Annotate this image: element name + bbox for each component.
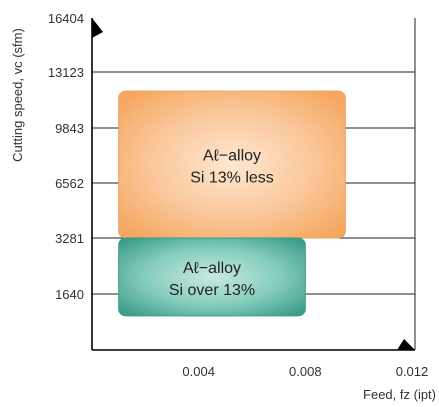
x-tick-labels: 0.004 0.008 0.012 xyxy=(182,364,428,379)
y-tick-label: 6562 xyxy=(55,176,84,191)
x-tick-label: 0.012 xyxy=(396,364,429,379)
region-label-line1: Aℓ−alloy xyxy=(203,148,261,165)
y-tick-labels: 16404 13123 9843 6562 3281 1640 xyxy=(48,11,84,302)
x-axis-title: Feed, fz (ipt) xyxy=(363,387,436,402)
y-axis-title: Cutting speed, vc (sfm) xyxy=(10,28,25,162)
region-label-line1: Aℓ−alloy xyxy=(183,260,241,277)
x-axis-arrow-icon xyxy=(397,339,415,350)
x-tick-label: 0.004 xyxy=(182,364,215,379)
region-label-line2: Si 13% less xyxy=(190,170,274,187)
y-axis-arrow-icon xyxy=(92,18,103,38)
y-tick-label: 13123 xyxy=(48,65,84,80)
y-tick-label: 1640 xyxy=(55,287,84,302)
regions: Aℓ−alloy Si 13% less Aℓ−alloy Si over 13% xyxy=(118,90,346,317)
x-tick-label: 0.008 xyxy=(289,364,322,379)
region-al-alloy-si-over-13 xyxy=(118,237,306,317)
region-label-line2: Si over 13% xyxy=(169,282,255,299)
y-tick-label: 9843 xyxy=(55,121,84,136)
y-tick-label: 16404 xyxy=(48,11,84,26)
y-tick-label: 3281 xyxy=(55,231,84,246)
axes xyxy=(91,18,415,351)
